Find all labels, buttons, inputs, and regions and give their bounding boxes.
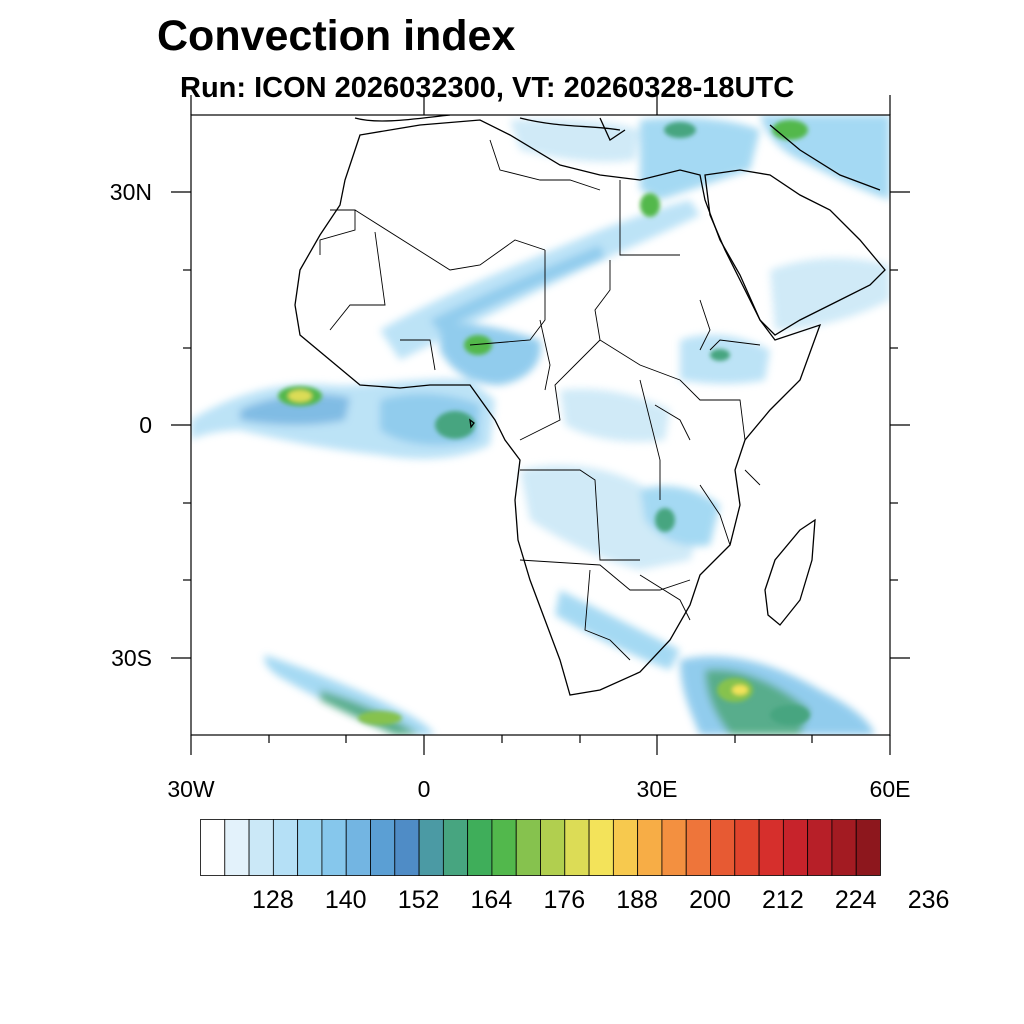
colorbar-tick-label: 140: [324, 886, 367, 914]
colorbar-swatch: [491, 819, 517, 876]
colorbar-swatch: [418, 819, 444, 876]
lat-label-30n: 30N: [109, 179, 152, 205]
colorbar-swatch: [540, 819, 566, 876]
colorbar-swatch: [248, 819, 274, 876]
colorbar-swatch: [758, 819, 784, 876]
colorbar-tick-label: 152: [397, 886, 440, 914]
colorbar-swatch: [370, 819, 396, 876]
colorbar-swatch: [685, 819, 711, 876]
colorbar-tick-label: 188: [616, 886, 658, 914]
colorbar-swatch: [588, 819, 614, 876]
colorbar-swatch: [637, 819, 663, 876]
colorbar-swatch: [467, 819, 493, 876]
colorbar-tick-label: 212: [762, 886, 804, 914]
axis-ticks: [171, 95, 910, 755]
lon-label-60e: 60E: [869, 776, 911, 802]
colorbar-swatch: [272, 819, 299, 876]
colorbar-tick-label: 176: [543, 886, 586, 914]
colorbar-swatch: [200, 819, 226, 876]
colorbar: [200, 819, 881, 876]
colorbar-swatch: [564, 819, 590, 876]
arabia-coastline: [704, 169, 886, 336]
lat-label-0: 0: [139, 412, 152, 438]
colorbar-swatch: [782, 819, 809, 876]
lat-label-30s: 30S: [111, 645, 152, 671]
chart-title: Convection index: [157, 12, 516, 60]
colorbar-swatch: [734, 819, 760, 876]
colorbar-swatch: [297, 819, 323, 876]
colorbar-tick-label: 236: [907, 886, 950, 914]
country-borders: [319, 139, 761, 661]
lon-label-30e: 30E: [636, 776, 678, 802]
colorbar-swatch: [831, 819, 857, 876]
africa-coastline: [294, 119, 822, 696]
colorbar-swatch: [612, 819, 639, 876]
colorbar-swatch: [394, 819, 420, 876]
lon-label-0: 0: [417, 776, 431, 802]
colorbar-swatch: [710, 819, 736, 876]
madagascar-coastline: [764, 518, 816, 626]
chart-subtitle: Run: ICON 2026032300, VT: 20260328-18UTC: [180, 72, 795, 104]
colorbar-swatch: [855, 819, 881, 876]
colorbar-tick-label: 224: [834, 886, 877, 914]
colorbar-swatch: [661, 819, 687, 876]
colorbar-swatch: [515, 819, 541, 876]
colorbar-swatch: [321, 819, 347, 876]
colorbar-tick-label: 164: [470, 886, 513, 914]
colorbar-tick-label: 128: [252, 886, 294, 914]
coastlines: [294, 115, 886, 696]
colorbar-tick-label: 200: [689, 886, 731, 914]
colorbar-swatch: [442, 819, 469, 876]
colorbar-swatch: [807, 819, 833, 876]
convection-south-atlantic: [264, 655, 435, 735]
colorbar-swatch: [345, 819, 371, 876]
colorbar-swatch: [224, 819, 250, 876]
convection-field: [191, 115, 890, 735]
lon-label-30w: 30W: [167, 776, 215, 802]
